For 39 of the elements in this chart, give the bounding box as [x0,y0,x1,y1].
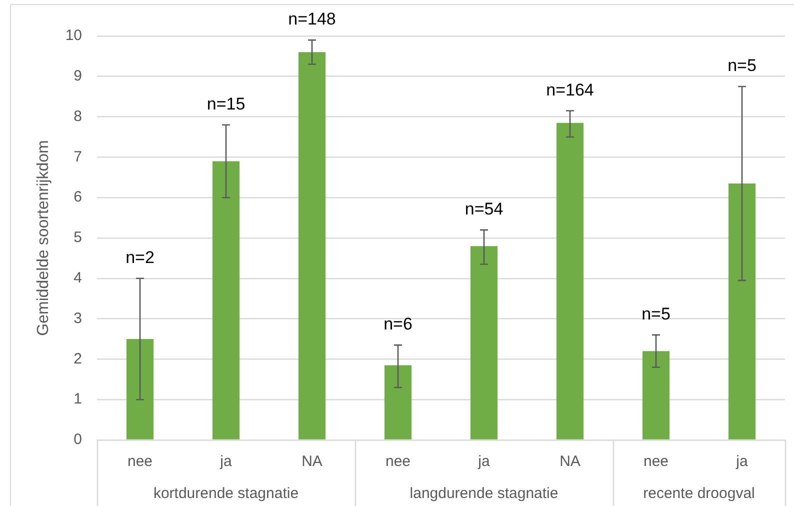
text: kortdurende stagnatie [153,485,299,502]
y-tick-label: 4 [74,270,82,287]
annotation: n=164 [546,80,594,100]
bar [556,122,584,440]
y-tick-label: 1 [74,390,82,408]
annotation: n=6 [384,314,412,334]
y-axis-title: Gemiddelde soortenrijkdom [35,140,52,336]
y-tick-label: 8 [74,108,82,125]
bar [728,183,756,440]
text: langdurende stagnatie [410,485,558,502]
x-tick-label: nee [385,453,411,470]
x-tick-label: ja [219,453,232,470]
y-tick-label: 10 [65,27,82,44]
y-tick-label: 3 [74,310,82,327]
x-tick-label: nee [127,453,153,470]
text: n=148 [288,10,336,29]
annotation: n=5 [728,56,756,76]
bar [298,52,326,440]
bar [470,246,498,440]
x-tick-label: nee [643,453,669,470]
bar [384,365,412,440]
text: recente droogval [643,485,755,502]
y-tick-label: 6 [74,188,82,206]
bar [126,339,154,440]
y-tick-label: 7 [74,148,82,166]
x-tick-label: NA [560,453,580,470]
y-tick-label: 2 [74,350,82,368]
bar [212,161,240,440]
y-tick-label: 9 [74,68,82,85]
annotation: n=54 [464,200,504,219]
bar [642,351,670,440]
x-tick-label: ja [477,453,490,470]
x-tick-label: ja [735,453,748,470]
annotation: n=5 [642,304,670,324]
annotation: n=15 [206,94,246,114]
y-tick-label: 0 [74,431,82,448]
y-tick-label: 5 [74,229,82,246]
x-tick-label: NA [302,453,322,470]
annotation: n=2 [126,248,154,268]
